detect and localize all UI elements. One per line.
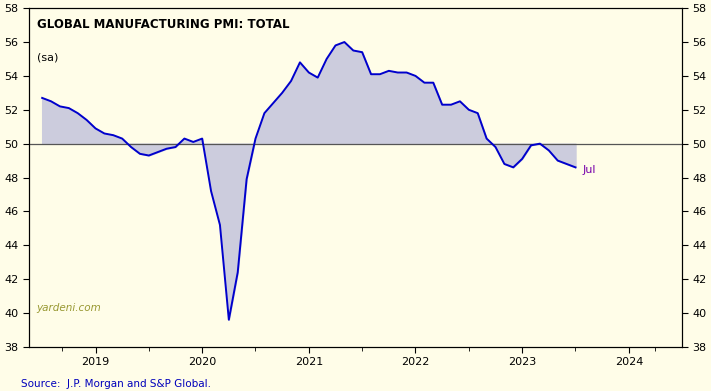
Text: (sa): (sa): [37, 52, 58, 62]
Text: yardeni.com: yardeni.com: [37, 303, 102, 313]
Text: GLOBAL MANUFACTURING PMI: TOTAL: GLOBAL MANUFACTURING PMI: TOTAL: [37, 18, 289, 31]
Text: Jul: Jul: [582, 165, 596, 175]
Text: Source:  J.P. Morgan and S&P Global.: Source: J.P. Morgan and S&P Global.: [21, 379, 211, 389]
